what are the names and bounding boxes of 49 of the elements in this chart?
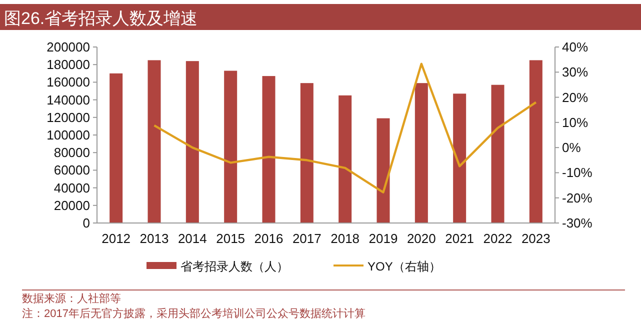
y-tick-label: 200000 [46,40,90,54]
y-tick-label: 20000 [54,198,90,213]
bar [376,118,390,223]
source-note: 数据来源：人社部等 [22,292,121,305]
x-tick-label: 2014 [178,231,207,246]
bar [110,73,123,223]
x-tick-label: 2017 [292,231,322,246]
x-tick-label: 2019 [368,231,398,246]
y-tick-label: 140000 [46,92,90,108]
y-tick-label: 60000 [54,162,90,178]
bar [148,60,161,223]
y-tick-label: 160000 [46,74,90,90]
y-tick-label: 40000 [54,180,90,196]
y2-tick-label: 40% [562,40,588,54]
y-tick-label: 100000 [46,128,90,142]
y2-tick-label: -20% [562,190,593,206]
bar [491,84,504,223]
x-tick-label: 2020 [406,231,436,246]
bar [529,60,542,223]
legend-label: YOY（右轴） [368,260,441,274]
bar [262,76,276,223]
bar [186,61,199,223]
y2-tick-label: -10% [562,165,593,180]
x-tick-label: 2016 [254,231,284,246]
bar [300,83,314,223]
x-tick-label: 2012 [102,231,131,246]
y-tick-label: 0 [82,216,90,230]
x-tick-label: 2018 [330,231,360,246]
chart-title: 图26.省考招录人数及增速 [4,9,198,28]
x-tick-label: 2023 [521,231,550,246]
text: 注：2017年后无官方披露，采用头部公考培训公司公众号数据统计计算 [22,307,366,320]
line-series [153,62,538,194]
y2-tick-label: 10% [562,114,588,130]
y-tick-label: 180000 [46,57,90,72]
x-tick-label: 2015 [216,231,246,246]
y2-tick-label: 20% [562,90,588,105]
x-tick-label: 2022 [483,231,512,246]
y2-tick-label: 30% [562,64,588,80]
legend-label: 省考招录人数（人） [180,260,288,274]
bar [338,95,352,223]
bar [414,83,428,223]
y2-tick-label: -30% [562,216,593,230]
x-tick-label: 2013 [140,231,169,246]
y-tick-label: 120000 [46,110,90,125]
x-tick-label: 2021 [445,231,474,246]
y-tick-label: 80000 [54,145,90,160]
bar [224,70,238,223]
bar [453,94,466,223]
y2-tick-label: 0% [562,140,582,156]
